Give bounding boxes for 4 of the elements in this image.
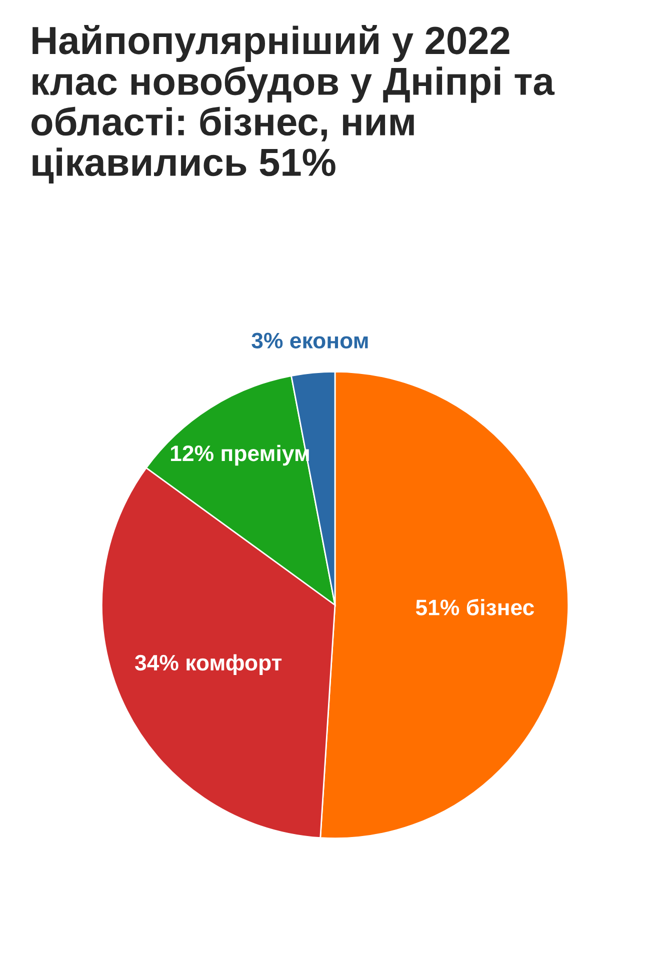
slice-label: 34% комфорт: [134, 654, 282, 675]
chart-title: Найпопулярніший у 2022 клас новобудов у Дніпрі та області: бізнес, ним цікавились 51%: [32, 25, 555, 184]
slice-label: 51% бізнес: [416, 598, 534, 616]
slice-label: 3% економ: [252, 332, 368, 348]
